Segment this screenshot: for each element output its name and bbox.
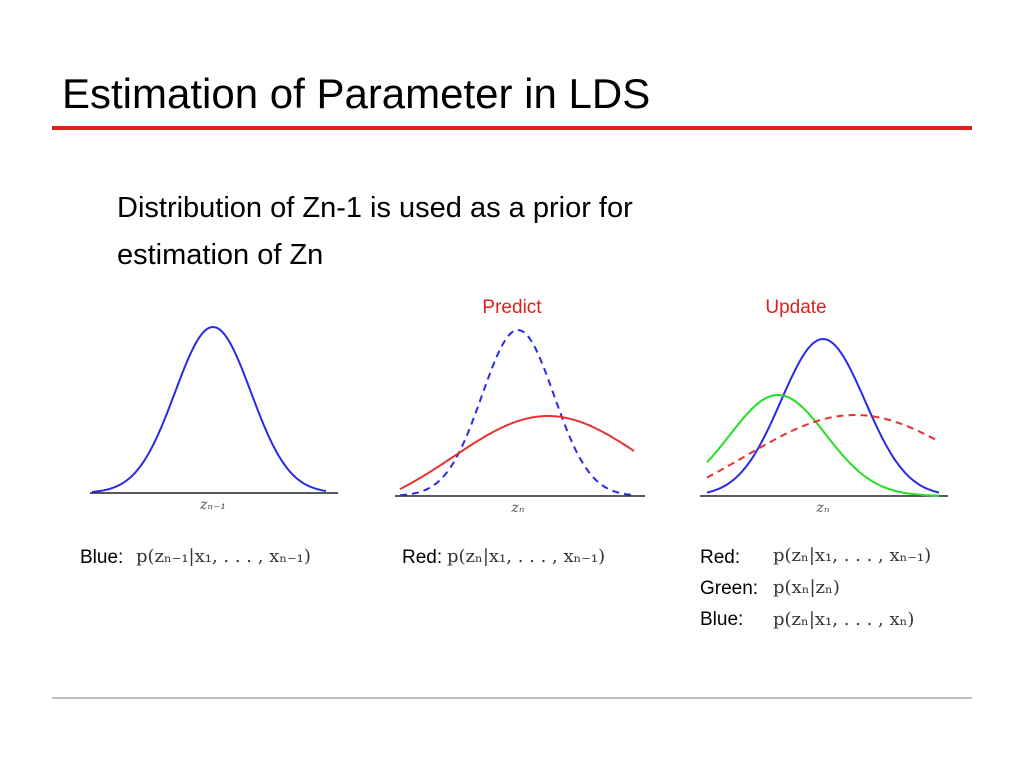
- axis-label: zₙ₋₁: [199, 497, 227, 513]
- legend-formula: p(zₙ|x₁, . . . , xₙ): [773, 609, 915, 630]
- axis-label: zₙ: [816, 500, 830, 516]
- body-text: estimation of Zn: [117, 239, 324, 271]
- legend-label: Red:: [402, 547, 443, 568]
- panel-heading: Predict: [482, 297, 542, 318]
- title: Estimation of Parameter in LDS: [62, 70, 651, 117]
- legend-label: Blue:: [700, 609, 744, 630]
- legend-label: Green:: [700, 578, 759, 599]
- legend-label: Blue:: [80, 547, 124, 568]
- curve: [399, 328, 635, 497]
- curve: [706, 337, 940, 494]
- legend-label: Red:: [700, 547, 741, 568]
- panel-heading: Update: [765, 297, 827, 318]
- legend-formula: p(zₙ|x₁, . . . , xₙ₋₁): [773, 545, 932, 566]
- curve: [399, 415, 635, 490]
- axis-label: zₙ: [511, 500, 525, 516]
- legend-formula: p(zₙ₋₁|x₁, . . . , xₙ₋₁): [136, 546, 311, 567]
- curve: [91, 326, 327, 493]
- legend-formula: p(xₙ|zₙ): [773, 577, 840, 598]
- curve: [706, 394, 939, 497]
- curve: [706, 414, 940, 479]
- legend-formula: p(zₙ|x₁, . . . , xₙ₋₁): [447, 546, 606, 567]
- body-text: Distribution of Zn-1 is used as a prior …: [117, 192, 633, 224]
